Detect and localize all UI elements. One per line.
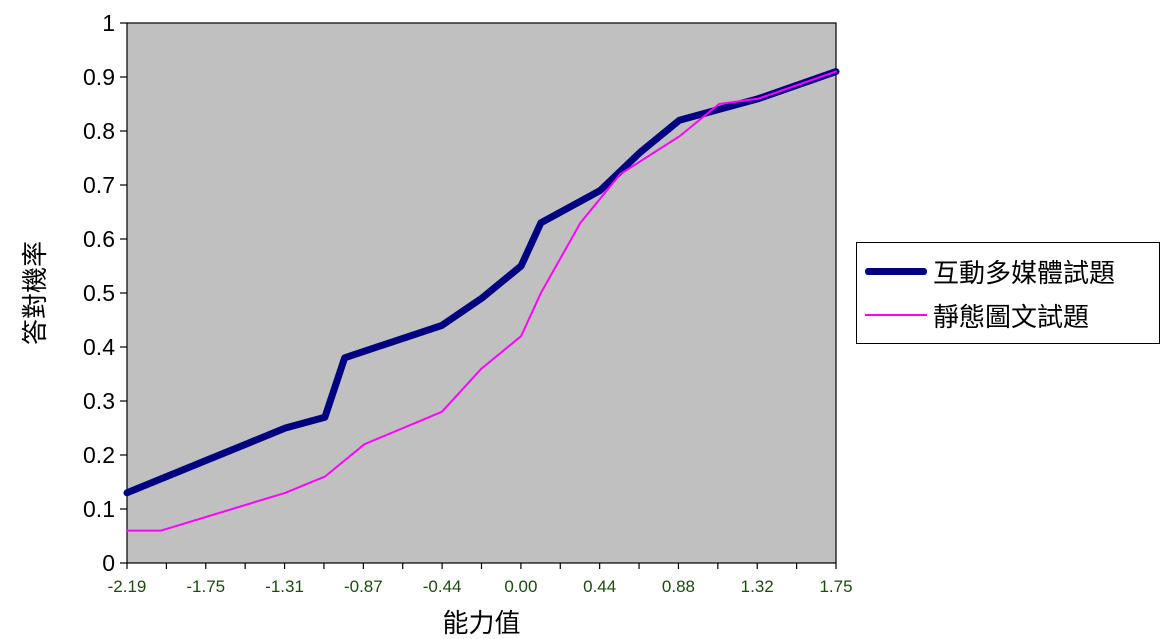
y-axis: 0 0.1 0.2 0.3 0.4 0.5 0.6 0.7 0.8 0.9 1 bbox=[83, 10, 127, 576]
legend-swatch-series-1 bbox=[865, 267, 927, 275]
legend-swatch-series-2 bbox=[865, 314, 927, 316]
x-tick-label: 1.75 bbox=[819, 577, 852, 596]
y-tick-label: 0.9 bbox=[83, 64, 115, 90]
series-layer bbox=[123, 68, 840, 532]
x-tick-label: 0.44 bbox=[583, 577, 616, 596]
y-tick-label: 0.2 bbox=[83, 442, 115, 468]
x-tick-label: -1.75 bbox=[186, 577, 225, 596]
legend-item-series-1: 互動多媒體試題 bbox=[865, 251, 1115, 291]
x-tick-label: 1.32 bbox=[741, 577, 774, 596]
x-tick-label: -1.31 bbox=[265, 577, 304, 596]
x-tick-label: -2.19 bbox=[108, 577, 147, 596]
series-line-1 bbox=[123, 68, 840, 497]
x-tick-label: -0.44 bbox=[423, 577, 462, 596]
y-tick-label: 0.7 bbox=[83, 172, 115, 198]
y-tick-label: 0.3 bbox=[83, 388, 115, 414]
y-tick-label: 0.6 bbox=[83, 226, 115, 252]
legend-label-series-1: 互動多媒體試題 bbox=[933, 258, 1116, 289]
x-tick-label: 0.00 bbox=[504, 577, 537, 596]
y-tick-label: 0.8 bbox=[83, 118, 115, 144]
y-tick-label: 0.5 bbox=[83, 280, 115, 306]
legend-label-series-2: 靜態圖文試題 bbox=[933, 302, 1090, 333]
y-axis-title: 答對機率 bbox=[21, 241, 51, 345]
x-axis-title: 能力值 bbox=[442, 609, 520, 639]
y-tick-label: 1 bbox=[102, 10, 115, 36]
legend-item-series-2: 靜態圖文試題 bbox=[865, 295, 1089, 335]
y-tick-label: 0.1 bbox=[83, 496, 115, 522]
y-tick-label: 0 bbox=[102, 550, 115, 576]
legend: 互動多媒體試題 靜態圖文試題 bbox=[856, 242, 1160, 344]
y-tick-label: 0.4 bbox=[83, 334, 115, 360]
x-axis: -2.19 -1.75 -1.31 -0.87 -0.44 0.00 0.44 0.88 1.3… bbox=[108, 563, 853, 596]
x-tick-label: -0.87 bbox=[344, 577, 383, 596]
series-line-2 bbox=[126, 70, 837, 532]
x-tick-label: 0.88 bbox=[662, 577, 695, 596]
